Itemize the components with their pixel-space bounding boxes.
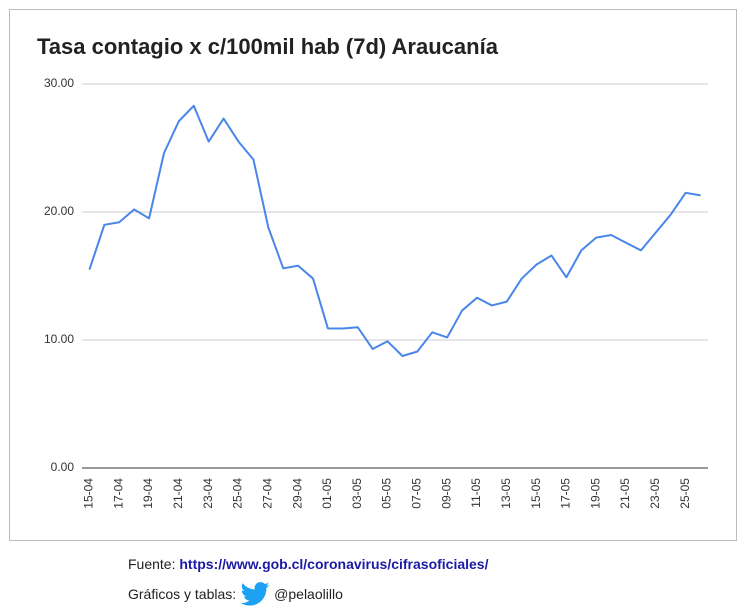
x-tick-label: 19-05 bbox=[588, 478, 602, 509]
source-link[interactable]: https://www.gob.cl/coronavirus/cifrasofi… bbox=[179, 556, 489, 572]
twitter-handle: @pelaolillo bbox=[274, 586, 343, 602]
x-tick-label: 17-05 bbox=[559, 478, 573, 509]
x-tick-label: 13-05 bbox=[499, 478, 513, 509]
x-tick-label: 15-04 bbox=[82, 478, 96, 509]
chart-frame bbox=[9, 9, 737, 541]
x-tick-label: 11-05 bbox=[469, 478, 483, 508]
x-tick-label: 27-04 bbox=[260, 478, 274, 509]
y-tick-label: 20.00 bbox=[44, 204, 74, 218]
x-tick-label: 19-04 bbox=[141, 478, 155, 509]
source-label: Fuente: bbox=[128, 556, 176, 572]
twitter-icon bbox=[240, 582, 270, 606]
x-tick-label: 09-05 bbox=[439, 478, 453, 509]
chart: Tasa contagio x c/100mil hab (7d) Arauca… bbox=[9, 9, 737, 541]
x-tick-label: 25-05 bbox=[678, 478, 692, 509]
x-tick-label: 23-05 bbox=[648, 478, 662, 509]
source-line: Fuente: https://www.gob.cl/coronavirus/c… bbox=[128, 556, 488, 572]
x-tick-label: 23-04 bbox=[201, 478, 215, 509]
x-tick-label: 29-04 bbox=[290, 478, 304, 509]
chart-title: Tasa contagio x c/100mil hab (7d) Arauca… bbox=[37, 34, 499, 59]
x-tick-label: 15-05 bbox=[529, 478, 543, 509]
line-series bbox=[88, 104, 701, 357]
y-tick-label: 0.00 bbox=[51, 460, 75, 474]
y-tick-label: 10.00 bbox=[44, 332, 74, 346]
credits-label: Gráficos y tablas: bbox=[128, 586, 237, 602]
x-tick-label: 03-05 bbox=[350, 478, 364, 509]
x-tick-label: 21-04 bbox=[171, 478, 185, 509]
x-tick-label: 25-04 bbox=[231, 478, 245, 509]
y-tick-label: 30.00 bbox=[44, 76, 74, 90]
x-tick-label: 17-04 bbox=[111, 478, 125, 509]
x-tick-label: 05-05 bbox=[380, 478, 394, 509]
x-tick-label: 01-05 bbox=[320, 478, 334, 509]
x-tick-label: 21-05 bbox=[618, 478, 632, 509]
credits-line: Gráficos y tablas: @pelaolillo bbox=[128, 582, 343, 606]
x-tick-label: 07-05 bbox=[410, 478, 424, 509]
